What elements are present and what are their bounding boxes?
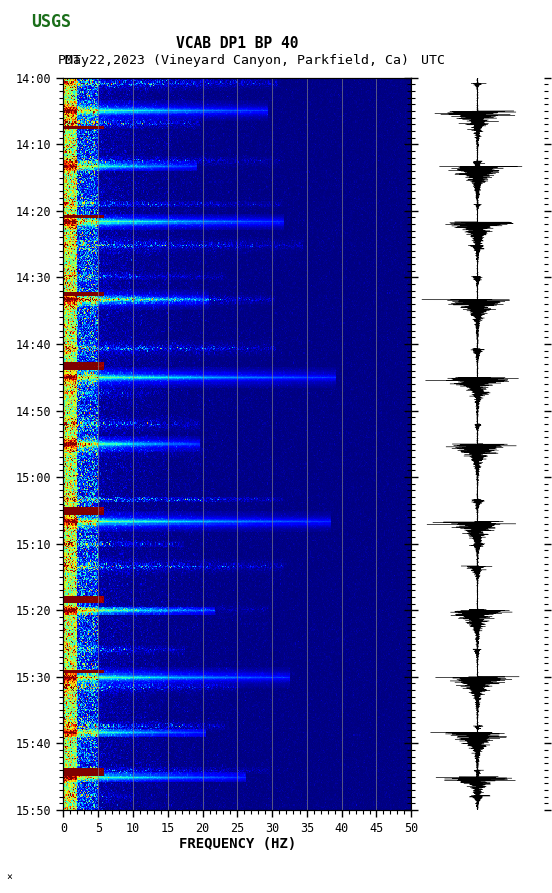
Text: PDT: PDT: [58, 54, 82, 67]
Text: May22,2023 (Vineyard Canyon, Parkfield, Ca): May22,2023 (Vineyard Canyon, Parkfield, …: [65, 54, 410, 67]
Text: VCAB DP1 BP 40: VCAB DP1 BP 40: [176, 37, 299, 51]
Text: UTC: UTC: [421, 54, 445, 67]
Text: USGS: USGS: [31, 13, 71, 31]
Text: FREQUENCY (HZ): FREQUENCY (HZ): [179, 837, 296, 851]
Polygon shape: [8, 9, 25, 34]
Text: ×: ×: [7, 872, 13, 882]
